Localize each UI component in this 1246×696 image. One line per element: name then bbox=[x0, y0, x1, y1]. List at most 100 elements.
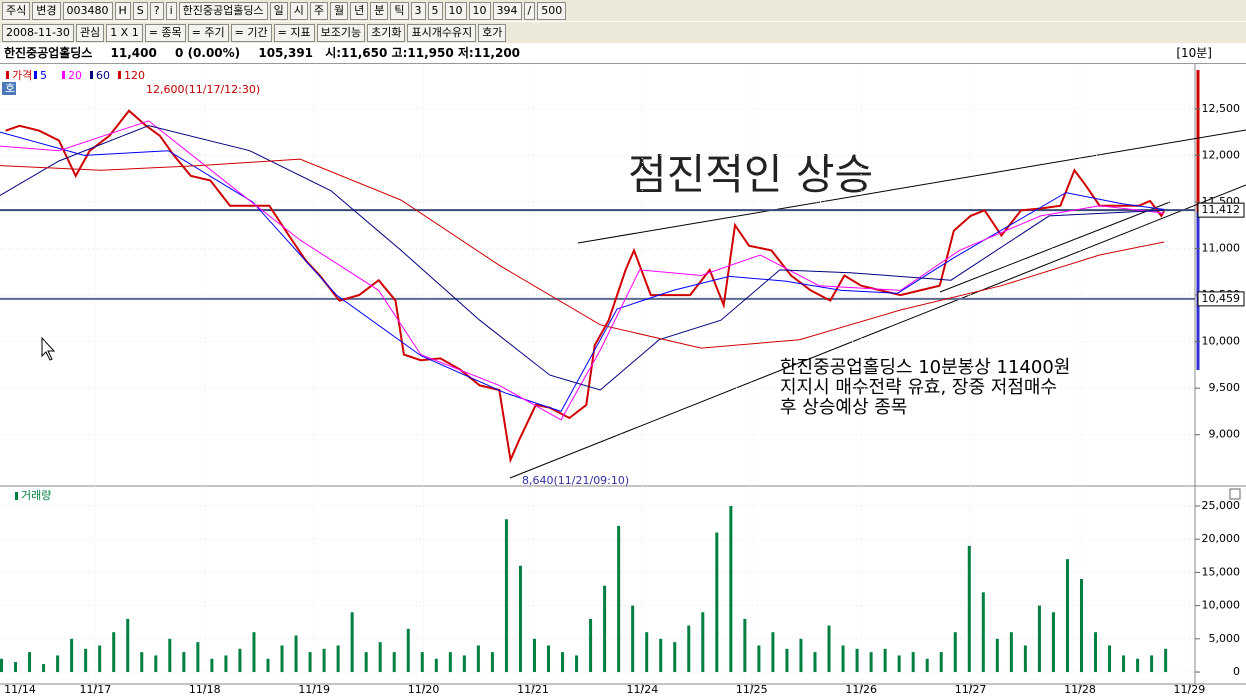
toolbar-button[interactable]: 2008-11-30 bbox=[2, 23, 74, 42]
volume-bar bbox=[1023, 645, 1027, 673]
toolbar-button[interactable]: 년 bbox=[350, 1, 369, 20]
x-tick-label: 11/18 bbox=[189, 683, 221, 696]
low-label: 8,640(11/21/09:10) bbox=[522, 474, 629, 487]
volume-bar bbox=[196, 642, 200, 673]
volume-bar bbox=[813, 652, 817, 673]
legend-swatch bbox=[34, 71, 37, 79]
volume-bar bbox=[701, 612, 705, 673]
comment-line: 한진중공업홀딩스 10분봉상 11400원 bbox=[780, 357, 1070, 378]
info-period[interactable]: [10분] bbox=[1176, 46, 1212, 60]
y-tick-label: 25,000 bbox=[1202, 499, 1241, 512]
toolbar-button[interactable]: ? bbox=[149, 1, 164, 20]
toolbar-button[interactable]: 1 X 1 bbox=[106, 23, 143, 42]
volume-bar bbox=[911, 652, 915, 673]
legend-label: 120 bbox=[124, 69, 145, 82]
toolbar-button[interactable]: 일 bbox=[269, 1, 288, 20]
volume-bar bbox=[687, 625, 691, 673]
volume-bar bbox=[28, 652, 32, 673]
pane-button[interactable] bbox=[1229, 488, 1241, 500]
toolbar-button[interactable]: 관심 bbox=[75, 23, 105, 42]
toolbar-button[interactable]: 호가 bbox=[478, 23, 507, 42]
volume-bar bbox=[939, 652, 943, 673]
volume-bar bbox=[266, 658, 270, 673]
toolbar-row1: 주식 변경 003480 H S? i 한진중공업홀딩스 일 시 주 월 년 분 틱 3 5 10 10 394/5… bbox=[0, 0, 1246, 21]
level-box bbox=[1197, 291, 1245, 307]
toolbar-button[interactable]: 시 bbox=[289, 1, 308, 20]
toolbar-button[interactable]: 3 bbox=[410, 1, 426, 20]
toolbar-button[interactable]: 10 bbox=[444, 1, 467, 20]
y-tick-label: 9,500 bbox=[1209, 381, 1241, 394]
volume-bar bbox=[406, 628, 410, 673]
volume-bar bbox=[434, 658, 438, 673]
handwriting: 점진적인 상승 bbox=[628, 150, 873, 199]
legend-swatch bbox=[15, 492, 18, 500]
toolbar-button[interactable]: 한진중공업홀딩스 bbox=[178, 1, 268, 20]
toolbar-button[interactable]: 보조기능 bbox=[316, 23, 366, 42]
toolbar-button[interactable]: 주 bbox=[309, 1, 329, 20]
volume-bar bbox=[603, 585, 607, 673]
toolbar-button[interactable]: i bbox=[165, 1, 177, 20]
volume-bar bbox=[715, 532, 719, 673]
volume-bar bbox=[238, 648, 242, 673]
volume-bar bbox=[210, 658, 214, 673]
series-line bbox=[5, 109, 1165, 464]
volume-bar bbox=[673, 642, 677, 673]
toolbar-button[interactable]: 003480 bbox=[62, 1, 113, 20]
volume-bar bbox=[897, 655, 901, 673]
volume-bar bbox=[154, 655, 158, 673]
comment-line: 지지시 매수전략 유효, 장중 저점매수 bbox=[780, 377, 1057, 398]
toolbar-button[interactable]: 표시개수유지 bbox=[407, 23, 477, 42]
info-volume: 105,391 bbox=[258, 46, 314, 60]
toolbar-button[interactable]: / bbox=[523, 1, 536, 20]
toolbar-button[interactable]: 초기화 bbox=[367, 23, 406, 42]
volume-bar bbox=[1122, 655, 1126, 673]
y-tick-label: 10,000 bbox=[1202, 335, 1241, 348]
legend-label: 20 bbox=[68, 69, 82, 82]
toolbar-button[interactable]: = 종목 bbox=[144, 23, 186, 42]
info-low: 저:11,200 bbox=[457, 46, 521, 60]
toolbar-button[interactable]: 변경 bbox=[32, 1, 61, 20]
toolbar-button[interactable]: 500 bbox=[537, 1, 567, 20]
volume-bar bbox=[0, 658, 3, 673]
info-open: 시:11,650 bbox=[325, 46, 388, 60]
info-bar: 한진중공업홀딩스 11,400 0 (0.00%) 105,391 시:11,6… bbox=[0, 44, 1246, 64]
toolbar-button[interactable]: 월 bbox=[330, 1, 349, 20]
toolbar-button[interactable]: 분 bbox=[370, 1, 389, 20]
toolbar-button[interactable]: = 주기 bbox=[187, 23, 229, 42]
legend-swatch bbox=[62, 71, 65, 79]
x-tick-label: 11/20 bbox=[408, 683, 440, 696]
high-label: 12,600(11/17/12:30) bbox=[146, 83, 260, 96]
volume-bar bbox=[1051, 612, 1055, 673]
toolbar-button[interactable]: 주식 bbox=[2, 1, 31, 20]
legend-label: 5 bbox=[40, 69, 47, 82]
series-line bbox=[0, 131, 1165, 413]
volume-bar bbox=[589, 618, 593, 673]
info-high: 고:11,950 bbox=[391, 46, 454, 60]
x-tick-label: 11/26 bbox=[845, 683, 877, 696]
toolbar-button[interactable]: 10 bbox=[468, 1, 491, 20]
series-line bbox=[0, 120, 1165, 421]
toolbar-button[interactable]: = 지표 bbox=[273, 23, 315, 42]
toolbar-button[interactable]: S bbox=[132, 1, 148, 20]
volume-bar bbox=[1037, 605, 1041, 673]
chart-bg bbox=[0, 64, 1246, 696]
toolbar-button[interactable]: 틱 bbox=[390, 1, 409, 20]
y-tick-label: 9,000 bbox=[1209, 428, 1241, 441]
toolbar-button[interactable]: = 기간 bbox=[230, 23, 272, 42]
level-label: 10,459 bbox=[1202, 292, 1241, 305]
pane-title: 거래량 bbox=[21, 489, 51, 502]
volume-bar bbox=[659, 638, 663, 673]
y-tick-label: 0 bbox=[1233, 665, 1240, 678]
toolbar-button[interactable]: 394 bbox=[492, 1, 522, 20]
volume-bar bbox=[841, 645, 845, 673]
volume-bar bbox=[953, 632, 957, 673]
volume-bar bbox=[504, 519, 508, 673]
trend-line bbox=[939, 201, 1171, 293]
volume-bar bbox=[252, 632, 256, 673]
level-box bbox=[1197, 202, 1245, 218]
toolbar-button[interactable]: H bbox=[114, 1, 131, 20]
legend-swatch bbox=[90, 71, 93, 79]
volume-bar bbox=[1108, 645, 1112, 673]
toolbar-button[interactable]: 5 bbox=[427, 1, 443, 20]
